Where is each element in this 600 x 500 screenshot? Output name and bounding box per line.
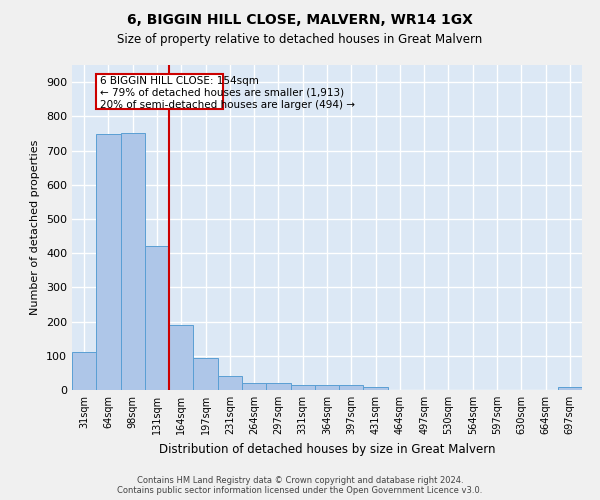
Bar [364,388,388,390]
Bar [290,384,315,390]
Text: 6, BIGGIN HILL CLOSE, MALVERN, WR14 1GX: 6, BIGGIN HILL CLOSE, MALVERN, WR14 1GX [127,12,473,26]
Text: 20% of semi-detached houses are larger (494) →: 20% of semi-detached houses are larger (… [100,100,355,110]
Y-axis label: Number of detached properties: Number of detached properties [31,140,40,315]
Text: Contains public sector information licensed under the Open Government Licence v3: Contains public sector information licen… [118,486,482,495]
Bar [218,376,242,390]
Bar [266,383,290,390]
Bar [145,246,169,390]
Text: Contains HM Land Registry data © Crown copyright and database right 2024.: Contains HM Land Registry data © Crown c… [137,476,463,485]
Bar [121,134,145,390]
Bar [315,384,339,390]
Bar [193,358,218,390]
Bar [339,385,364,390]
Text: ← 79% of detached houses are smaller (1,913): ← 79% of detached houses are smaller (1,… [100,88,344,98]
Text: Size of property relative to detached houses in Great Malvern: Size of property relative to detached ho… [118,32,482,46]
Text: 6 BIGGIN HILL CLOSE: 154sqm: 6 BIGGIN HILL CLOSE: 154sqm [100,76,259,86]
Bar [558,388,582,390]
Bar [72,352,96,390]
Bar [242,383,266,390]
X-axis label: Distribution of detached houses by size in Great Malvern: Distribution of detached houses by size … [159,442,495,456]
Bar [169,325,193,390]
FancyBboxPatch shape [96,74,223,110]
Bar [96,134,121,390]
